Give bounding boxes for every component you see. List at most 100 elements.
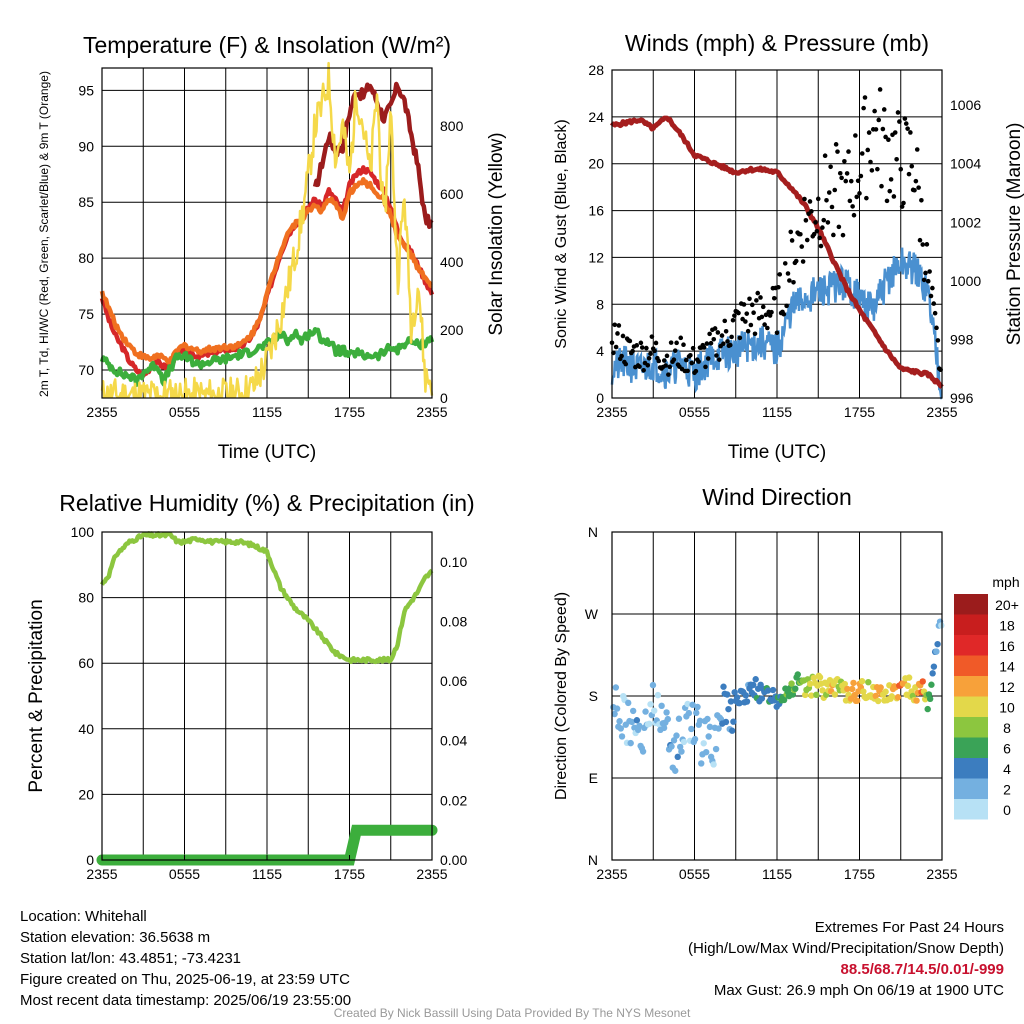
gust-point [928,293,934,299]
x-axis-label: Time (UTC) [218,442,317,463]
y-tick-label: 80 [78,590,94,606]
colorbar-label: 6 [1003,741,1011,757]
gust-point [646,355,652,361]
gust-point [894,156,899,162]
gust-point [887,188,893,194]
y-axis-label: Percent & Precipitation [26,599,47,792]
gust-point [820,225,825,230]
gust-point [888,177,894,182]
gust-point [671,357,677,362]
gust-point [716,357,722,362]
series-line [99,327,435,388]
gust-point [866,130,872,135]
gust-point [672,348,678,353]
gust-point [892,130,898,135]
gust-point [881,107,887,112]
gust-point [923,270,928,276]
colorbar-swatch [954,614,988,635]
direction-point [894,694,902,701]
gust-point [804,237,810,243]
direction-point [850,679,857,687]
gust-point [815,196,821,202]
direction-point [649,681,657,689]
direction-point [810,674,818,682]
gust-point [842,158,847,164]
x-tick-label: 2355 [926,866,957,882]
gust-point [862,95,868,100]
colorbar-swatch [954,737,988,758]
x-tick-label: 1755 [334,404,365,420]
extremes-block: Extremes For Past 24 Hours (High/Low/Max… [688,917,1004,1001]
gust-point [818,243,824,249]
direction-point [769,686,777,694]
direction-point [698,760,705,767]
direction-point [642,708,649,715]
gust-point [681,342,686,348]
gust-point [769,309,774,315]
gust-point [674,340,679,346]
gust-point [661,358,667,363]
gust-point [751,310,756,316]
direction-point [831,691,839,698]
y-axis-label: Sonic Wind & Gust (Blue, Black) [553,119,570,348]
y-right-tick-label: 1004 [950,156,981,172]
gust-point [762,322,767,327]
gust-point [854,194,860,200]
direction-point [689,701,696,708]
gust-point [781,311,787,317]
gust-point [784,303,789,309]
direction-point [724,691,731,698]
gust-point [855,178,861,184]
gust-point [725,339,730,344]
gust-point [935,338,941,343]
gust-point [861,105,866,111]
plot-frame [611,531,943,861]
humidity-panel: 0 20 40 60 80 100 0.00 0.02 0.04 0.06 0.08 0.10 2355… [26,490,475,882]
x-tick-label: 2355 [86,866,117,882]
x-tick-label: 1755 [844,404,875,420]
y-right-tick-label: 0.10 [440,554,467,570]
chart-title: Relative Humidity (%) & Precipitation (i… [59,490,474,516]
y-tick-label: 95 [78,82,94,98]
gust-point [787,278,792,283]
direction-point [663,709,670,716]
x-tick-label: 2355 [416,404,447,420]
y-tick-label: 12 [588,249,604,265]
gust-point [696,359,701,364]
x-tick-label: 1755 [844,866,875,882]
direction-point [712,745,720,753]
direction-point [924,705,931,713]
direction-point [792,685,799,692]
gust-point [782,261,788,266]
gust-point [799,244,805,249]
gust-point [857,191,862,196]
y-tick-label: 40 [78,721,94,737]
gust-point [895,110,901,115]
plot-frame [101,67,433,399]
direction-point [875,697,882,705]
latlon-label: Station lat/lon: 43.4851; -73.4231 [20,950,242,967]
gust-point [619,353,624,359]
gust-point [835,149,840,154]
gust-point [693,368,699,374]
direction-point [888,693,896,700]
direction-point [646,720,653,728]
y-tick-label: 0 [86,852,94,868]
gust-point [917,237,923,243]
gust-point [822,153,828,158]
y-tick-label: 80 [78,250,94,266]
gust-point [839,175,844,181]
gust-point [802,196,807,202]
direction-point [696,717,704,725]
gust-point [813,220,818,225]
direction-point [691,735,699,743]
direction-point [710,761,717,768]
gust-point [690,345,696,351]
colorbar-swatch [954,758,988,779]
gust-point [833,142,839,147]
gust-point [824,197,829,203]
gust-point [831,232,836,238]
gust-point [743,319,748,324]
gust-point [759,314,765,320]
